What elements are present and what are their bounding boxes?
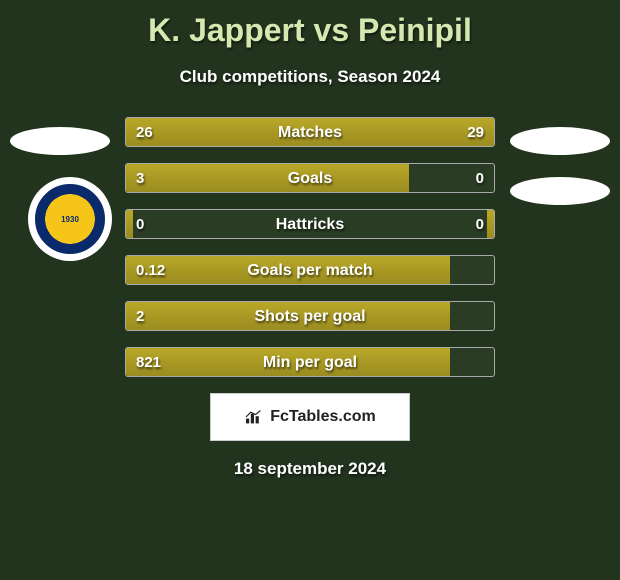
stat-row: 0.12Goals per match xyxy=(125,255,495,285)
stat-value-right: 29 xyxy=(467,118,484,147)
stat-value-right: 0 xyxy=(476,210,484,239)
stat-label: Goals per match xyxy=(126,256,494,285)
subtitle: Club competitions, Season 2024 xyxy=(0,67,620,87)
stat-label: Min per goal xyxy=(126,348,494,377)
stat-value-right: 0 xyxy=(476,164,484,193)
stat-row: 821Min per goal xyxy=(125,347,495,377)
stat-label: Goals xyxy=(126,164,494,193)
stat-label: Hattricks xyxy=(126,210,494,239)
stat-row: 0Hattricks0 xyxy=(125,209,495,239)
club-badge-inner: 1930 xyxy=(35,184,105,254)
fctables-logo-text: FcTables.com xyxy=(270,408,376,426)
player-left-club-badge: 1930 xyxy=(28,177,112,261)
bar-chart-icon xyxy=(244,409,264,425)
stat-row: 3Goals0 xyxy=(125,163,495,193)
date-text: 18 september 2024 xyxy=(0,459,620,479)
player-right-club-avatar xyxy=(510,177,610,205)
stat-label: Matches xyxy=(126,118,494,147)
stat-label: Shots per goal xyxy=(126,302,494,331)
player-left-avatar xyxy=(10,127,110,155)
stat-bars: 26Matches293Goals00Hattricks00.12Goals p… xyxy=(125,117,495,377)
stat-row: 26Matches29 xyxy=(125,117,495,147)
club-badge-year: 1930 xyxy=(61,215,79,224)
stat-row: 2Shots per goal xyxy=(125,301,495,331)
page-title: K. Jappert vs Peinipil xyxy=(0,0,620,49)
player-right-avatar xyxy=(510,127,610,155)
comparison-content: 1930 26Matches293Goals00Hattricks00.12Go… xyxy=(0,117,620,479)
fctables-logo-box: FcTables.com xyxy=(210,393,410,441)
